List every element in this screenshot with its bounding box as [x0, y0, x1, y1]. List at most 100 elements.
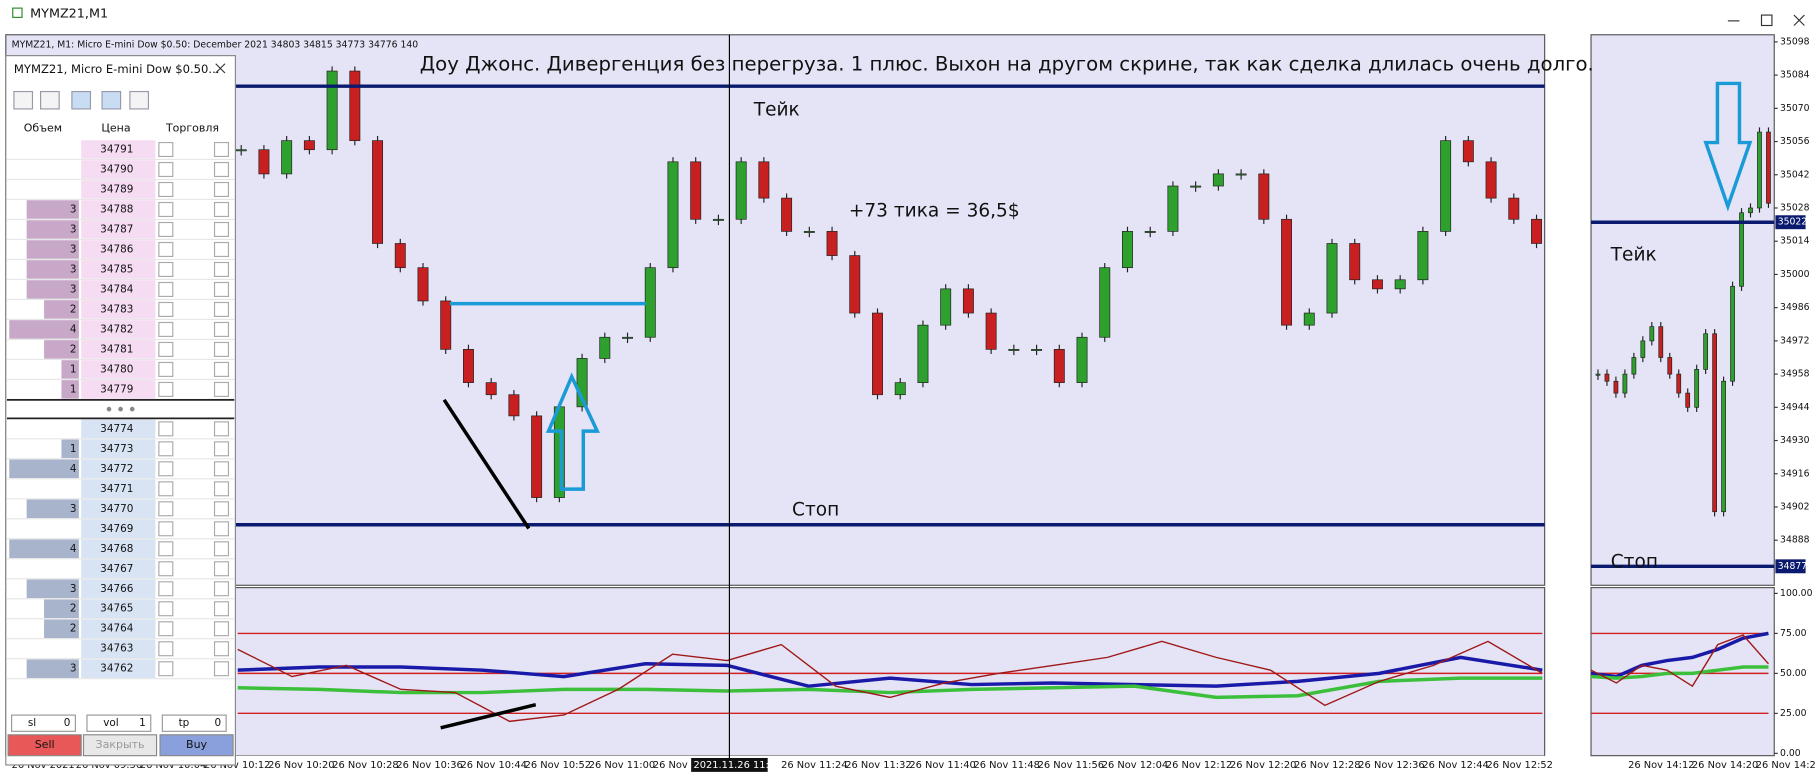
- input-box[interactable]: [86, 714, 152, 732]
- candle: [712, 218, 724, 221]
- order-button[interactable]: [213, 481, 230, 497]
- volume: 3: [70, 263, 77, 275]
- candle: [235, 149, 247, 152]
- order-button[interactable]: [158, 441, 174, 457]
- order-button[interactable]: [158, 461, 174, 477]
- order-button[interactable]: [158, 641, 174, 657]
- order-button[interactable]: [213, 201, 230, 218]
- order-button[interactable]: [213, 641, 230, 657]
- x-tick-label: 26 Nov 12:04: [1102, 760, 1168, 771]
- input-box[interactable]: [161, 714, 227, 732]
- order-button[interactable]: [213, 361, 230, 377]
- order-button[interactable]: [158, 241, 174, 258]
- order-button[interactable]: [213, 501, 230, 517]
- order-button[interactable]: [213, 161, 230, 178]
- order-button[interactable]: [158, 661, 174, 677]
- toolbar-button[interactable]: [71, 90, 92, 110]
- order-button[interactable]: [158, 281, 174, 297]
- order-button[interactable]: [158, 321, 174, 337]
- order-button[interactable]: [158, 381, 174, 397]
- price: 34762: [100, 663, 133, 675]
- volume-bar: [26, 659, 79, 679]
- order-button[interactable]: [158, 521, 174, 537]
- order-button[interactable]: [213, 561, 230, 577]
- candle: [1766, 131, 1771, 204]
- price: 34767: [100, 563, 133, 575]
- candle: [1076, 336, 1088, 383]
- order-button[interactable]: [158, 601, 174, 617]
- candle: [690, 161, 702, 220]
- order-button[interactable]: [158, 481, 174, 497]
- candle: [281, 140, 293, 175]
- input-label: vol: [103, 717, 118, 729]
- order-button[interactable]: [158, 261, 174, 277]
- maximize-icon[interactable]: [1760, 14, 1773, 27]
- order-button[interactable]: [158, 181, 174, 198]
- order-button[interactable]: [158, 141, 174, 158]
- order-button[interactable]: [158, 221, 174, 238]
- order-button[interactable]: [158, 201, 174, 218]
- order-button[interactable]: [213, 461, 230, 477]
- y-tick-label: 34972: [1780, 335, 1809, 346]
- price-cell: [81, 439, 156, 459]
- order-button[interactable]: [158, 581, 174, 597]
- order-button[interactable]: [213, 261, 230, 277]
- order-button[interactable]: [213, 241, 230, 258]
- x-tick-label: 26 Nov 11:24: [781, 760, 847, 771]
- order-button[interactable]: [158, 501, 174, 517]
- order-button[interactable]: [213, 421, 230, 437]
- y-tick-label: 35056: [1780, 136, 1810, 147]
- order-button[interactable]: [213, 621, 230, 637]
- order-button[interactable]: [158, 161, 174, 178]
- order-button[interactable]: [213, 601, 230, 617]
- volume-bar: [26, 260, 79, 279]
- order-button[interactable]: [213, 141, 230, 158]
- close-icon[interactable]: [1793, 14, 1805, 26]
- order-button[interactable]: [213, 381, 230, 397]
- annotation: Тейк: [1610, 244, 1657, 265]
- x-tick-label: 26 Nov 14:12: [1628, 760, 1694, 771]
- order-button[interactable]: [213, 541, 230, 557]
- volume: 2: [70, 603, 77, 615]
- order-button[interactable]: [213, 521, 230, 537]
- button[interactable]: [7, 734, 82, 757]
- price: 34765: [100, 603, 133, 615]
- candle: [667, 161, 679, 269]
- toolbar-button[interactable]: [13, 90, 34, 110]
- volume: 4: [70, 323, 77, 335]
- candle: [1604, 373, 1610, 382]
- order-button[interactable]: [213, 181, 230, 198]
- order-button[interactable]: [158, 421, 174, 437]
- order-button[interactable]: [158, 621, 174, 637]
- price-cell: [81, 380, 156, 399]
- order-button[interactable]: [158, 301, 174, 317]
- toolbar-button[interactable]: [40, 90, 60, 110]
- order-button[interactable]: [158, 541, 174, 557]
- candle: [1694, 369, 1700, 408]
- order-button[interactable]: [213, 581, 230, 597]
- toolbar-button[interactable]: [101, 90, 122, 110]
- order-button[interactable]: [213, 321, 230, 337]
- x-tick-label: 26 Nov 12:36: [1358, 760, 1424, 771]
- order-button[interactable]: [158, 361, 174, 377]
- volume: 3: [70, 503, 77, 515]
- order-button[interactable]: [158, 341, 174, 357]
- order-button[interactable]: [213, 301, 230, 317]
- button[interactable]: [82, 734, 158, 757]
- order-button[interactable]: [213, 221, 230, 238]
- toolbar-button[interactable]: [129, 90, 150, 110]
- candle: [349, 70, 361, 141]
- order-button[interactable]: [213, 661, 230, 677]
- order-button[interactable]: [158, 561, 174, 577]
- button[interactable]: [159, 734, 234, 757]
- candle: [940, 288, 952, 326]
- y-tick-label: 34916: [1780, 468, 1810, 479]
- candle: [1212, 173, 1224, 187]
- order-button[interactable]: [213, 441, 230, 457]
- input-box[interactable]: [11, 714, 76, 732]
- close-button[interactable]: [215, 63, 226, 74]
- order-button[interactable]: [213, 341, 230, 357]
- order-button[interactable]: [213, 281, 230, 297]
- candle: [1667, 357, 1673, 375]
